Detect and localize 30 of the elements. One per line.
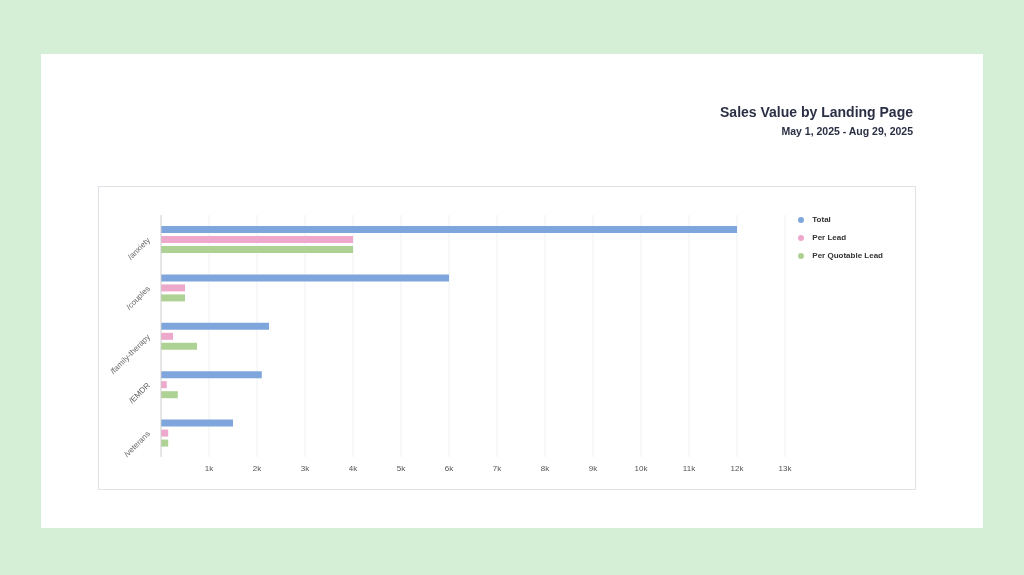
legend-label: Per Lead: [812, 233, 847, 242]
x-tick-label: 2k: [252, 463, 263, 473]
bar: [161, 284, 185, 292]
x-tick-label: 10k: [634, 463, 649, 473]
x-tick-label: 11k: [682, 463, 697, 473]
bar: [161, 332, 173, 340]
x-tick-label: 4k: [348, 463, 359, 473]
text: Sales Value by Landing Page: [720, 104, 913, 120]
bar: [161, 294, 185, 302]
x-tick-label: 6k: [444, 463, 455, 473]
bar: [161, 342, 197, 350]
x-tick-label: 3k: [300, 463, 311, 473]
bar: [161, 236, 353, 243]
x-tick-label: 8k: [540, 463, 551, 473]
bar: [161, 274, 449, 282]
x-tick-label: 7k: [492, 463, 503, 473]
bar: [161, 226, 737, 233]
text: May 1, 2025 - Aug 29, 2025: [780, 125, 913, 137]
x-tick-label: 1k: [204, 463, 215, 473]
bar: [161, 391, 178, 399]
x-tick-label: 9k: [588, 463, 599, 473]
bar: [161, 322, 269, 330]
bar: [161, 419, 233, 427]
x-tick-label: 5k: [396, 463, 407, 473]
x-tick-label: 13k: [778, 463, 793, 473]
legend-label: Per Quotable Lead: [812, 251, 883, 260]
legend-label: Total: [812, 215, 831, 224]
x-tick-label: 12k: [730, 463, 745, 473]
bar: [161, 246, 353, 253]
bar: [161, 371, 262, 379]
